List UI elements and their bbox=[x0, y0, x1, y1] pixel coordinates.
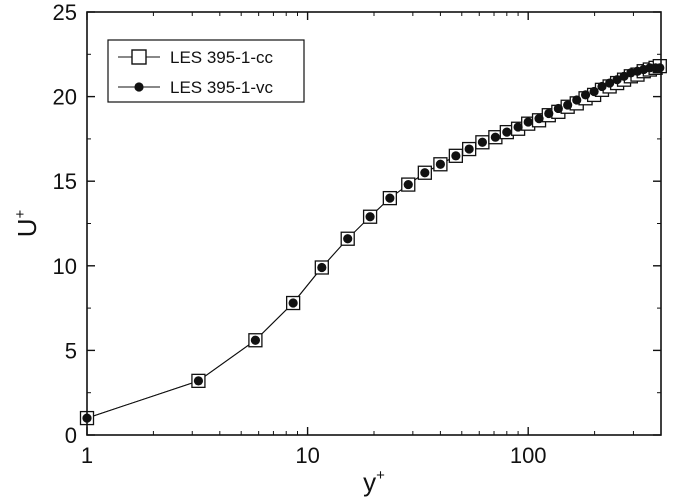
data-point-circle bbox=[619, 71, 629, 81]
y-tick-label: 25 bbox=[53, 0, 77, 25]
x-axis-label-sup: + bbox=[376, 467, 385, 484]
plot-frame bbox=[86, 11, 662, 436]
data-point-circle bbox=[250, 335, 261, 345]
data-point-circle bbox=[435, 159, 446, 169]
data-point-circle bbox=[534, 113, 544, 124]
data-point-circle bbox=[343, 234, 353, 244]
data-point-circle bbox=[597, 81, 607, 92]
data-point-circle bbox=[490, 132, 500, 142]
data-point-circle bbox=[589, 86, 599, 97]
y-axis-label-main: U bbox=[12, 218, 42, 237]
data-point-circle bbox=[403, 179, 413, 190]
data-point-circle bbox=[612, 75, 622, 85]
data-point-circle bbox=[365, 212, 375, 222]
y-tick-label: 20 bbox=[53, 85, 77, 110]
legend: LES 395-1-cc LES 395-1-vc bbox=[107, 39, 305, 103]
y-tick-label: 5 bbox=[65, 338, 77, 363]
series-line-vc bbox=[86, 67, 660, 419]
data-point-circle bbox=[655, 63, 665, 73]
data-point-circle bbox=[193, 376, 204, 386]
data-point-circle bbox=[553, 103, 563, 114]
y-tick-label: 15 bbox=[53, 169, 77, 194]
data-point-circle bbox=[420, 168, 430, 178]
data-point-circle bbox=[605, 78, 615, 88]
data-point-circle bbox=[563, 100, 573, 110]
legend-label-vc: LES 395-1-vc bbox=[170, 78, 273, 97]
data-point-circle bbox=[464, 144, 474, 154]
y-tick-label: 10 bbox=[53, 254, 77, 279]
data-point-circle bbox=[477, 137, 487, 147]
series-layer bbox=[79, 58, 667, 426]
series-line-cc bbox=[86, 65, 660, 419]
legend-label-cc: LES 395-1-cc bbox=[170, 48, 273, 67]
data-point-circle bbox=[288, 298, 298, 308]
y-axis-label-sup: + bbox=[12, 209, 29, 218]
x-tick-label: 10 bbox=[295, 443, 319, 468]
y-axis-label: U+ bbox=[12, 209, 42, 237]
data-point-circle bbox=[385, 193, 395, 203]
data-point-circle bbox=[451, 151, 461, 161]
x-tick-label: 1 bbox=[81, 443, 93, 468]
data-point-circle bbox=[544, 108, 554, 119]
x-axis-label: y+ bbox=[363, 467, 385, 497]
legend-marker-open-square bbox=[131, 49, 147, 65]
data-point-circle bbox=[502, 127, 512, 137]
data-point-circle bbox=[317, 262, 327, 273]
data-point-circle bbox=[513, 122, 523, 132]
data-point-circle bbox=[580, 90, 591, 100]
data-point-circle bbox=[523, 117, 533, 127]
x-axis-label-main: y bbox=[363, 467, 376, 497]
legend-marker-filled-circle bbox=[134, 82, 144, 92]
data-point-circle bbox=[572, 95, 582, 105]
x-tick-label: 100 bbox=[510, 443, 547, 468]
y-tick-label: 0 bbox=[65, 423, 77, 448]
